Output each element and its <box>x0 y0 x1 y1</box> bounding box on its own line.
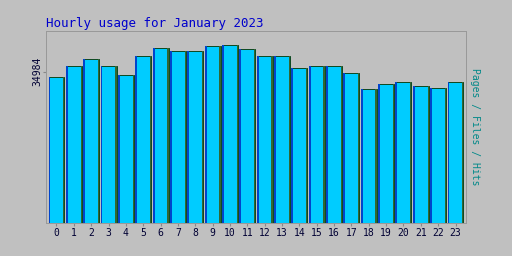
Bar <box>291 68 293 223</box>
Bar <box>344 73 359 223</box>
Bar <box>66 66 68 223</box>
Bar <box>66 66 82 223</box>
Bar <box>326 66 328 223</box>
Bar <box>309 66 311 223</box>
Bar <box>185 51 186 223</box>
Bar <box>100 66 117 223</box>
Bar <box>274 56 276 223</box>
Bar <box>430 88 432 223</box>
Bar <box>135 57 137 223</box>
Bar <box>150 57 151 223</box>
Bar <box>395 82 412 223</box>
Text: Hourly usage for January 2023: Hourly usage for January 2023 <box>46 17 264 29</box>
Bar <box>361 89 377 223</box>
Bar <box>393 84 394 223</box>
Bar <box>257 56 259 223</box>
Bar <box>413 86 429 223</box>
Bar <box>462 82 463 223</box>
Bar <box>63 77 65 223</box>
Bar <box>115 66 117 223</box>
Bar <box>375 89 377 223</box>
Bar <box>326 66 342 223</box>
Bar <box>378 84 394 223</box>
Bar <box>170 51 186 223</box>
Bar <box>98 59 99 223</box>
Bar <box>167 48 168 223</box>
Bar <box>410 82 412 223</box>
Y-axis label: Pages / Files / Hits: Pages / Files / Hits <box>470 68 480 185</box>
Bar <box>118 75 134 223</box>
Bar <box>413 86 415 223</box>
Bar <box>289 56 290 223</box>
Bar <box>447 82 463 223</box>
Bar <box>344 73 346 223</box>
Bar <box>361 89 362 223</box>
Bar <box>49 77 50 223</box>
Bar <box>291 68 307 223</box>
Bar <box>49 77 65 223</box>
Bar <box>222 45 238 223</box>
Bar <box>358 73 359 223</box>
Bar <box>447 82 450 223</box>
Bar <box>239 49 255 223</box>
Bar <box>274 56 290 223</box>
Bar <box>430 88 446 223</box>
Bar <box>324 66 325 223</box>
Bar <box>80 66 82 223</box>
Bar <box>100 66 102 223</box>
Bar <box>187 51 189 223</box>
Bar <box>118 75 120 223</box>
Bar <box>202 51 203 223</box>
Bar <box>153 48 155 223</box>
Bar <box>341 66 342 223</box>
Bar <box>378 84 380 223</box>
Bar <box>205 46 221 223</box>
Bar <box>257 56 273 223</box>
Bar <box>219 46 221 223</box>
Bar <box>133 75 134 223</box>
Bar <box>153 48 168 223</box>
Bar <box>205 46 206 223</box>
Bar <box>170 51 172 223</box>
Bar <box>306 68 307 223</box>
Bar <box>222 45 224 223</box>
Bar <box>445 88 446 223</box>
Bar <box>254 49 255 223</box>
Bar <box>271 56 273 223</box>
Bar <box>239 49 241 223</box>
Bar <box>309 66 325 223</box>
Bar <box>83 59 85 223</box>
Bar <box>237 45 238 223</box>
Bar <box>428 86 429 223</box>
Bar <box>187 51 203 223</box>
Bar <box>395 82 397 223</box>
Bar <box>83 59 99 223</box>
Bar <box>135 57 151 223</box>
